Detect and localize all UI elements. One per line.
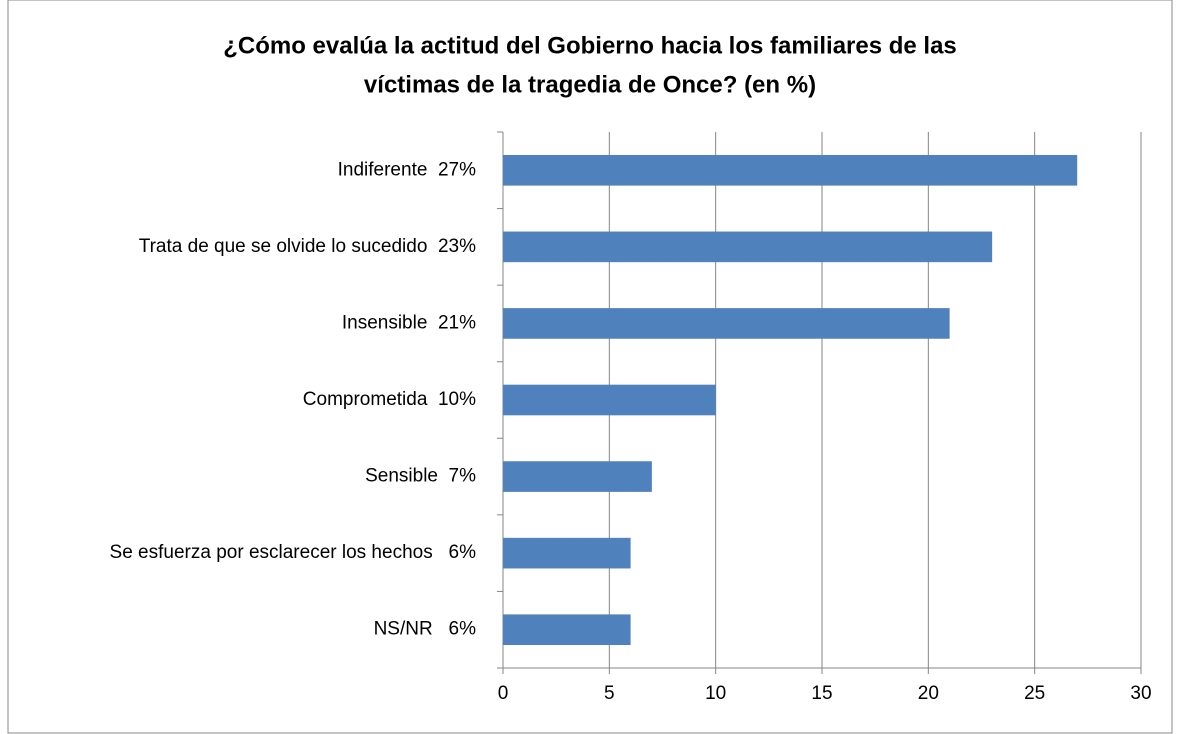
- x-tick-label: 25: [1024, 683, 1045, 704]
- y-tick-label: Trata de que se olvide lo sucedido 23%: [139, 236, 476, 257]
- bar: [503, 537, 631, 569]
- bar: [503, 308, 950, 339]
- x-tick-label: 30: [1130, 683, 1151, 704]
- x-tick-label: 5: [604, 683, 615, 704]
- x-tick-label: 0: [498, 683, 509, 704]
- y-tick-label: Sensible 7%: [365, 466, 476, 487]
- bar: [503, 231, 993, 263]
- y-tick-label: Comprometida 10%: [303, 389, 476, 410]
- bar: [503, 154, 1078, 186]
- x-tick-label: 10: [705, 683, 726, 704]
- bar: [503, 461, 652, 492]
- y-tick-label: Indiferente 27%: [338, 159, 476, 180]
- x-tick-label: 15: [811, 683, 832, 704]
- y-tick-label: Insensible 21%: [342, 312, 476, 333]
- chart-title: ¿Cómo evalúa la actitud del Gobierno hac…: [223, 32, 957, 59]
- chart-border: [7, 0, 1173, 734]
- x-tick-label: 20: [918, 683, 939, 704]
- y-tick-label: Se esfuerza por esclarecer los hechos 6%: [110, 542, 477, 563]
- bar: [503, 614, 631, 646]
- bar: [503, 384, 716, 416]
- y-tick-label: NS/NR 6%: [374, 619, 477, 640]
- chart-title: víctimas de la tragedia de Once? (en %): [364, 71, 816, 98]
